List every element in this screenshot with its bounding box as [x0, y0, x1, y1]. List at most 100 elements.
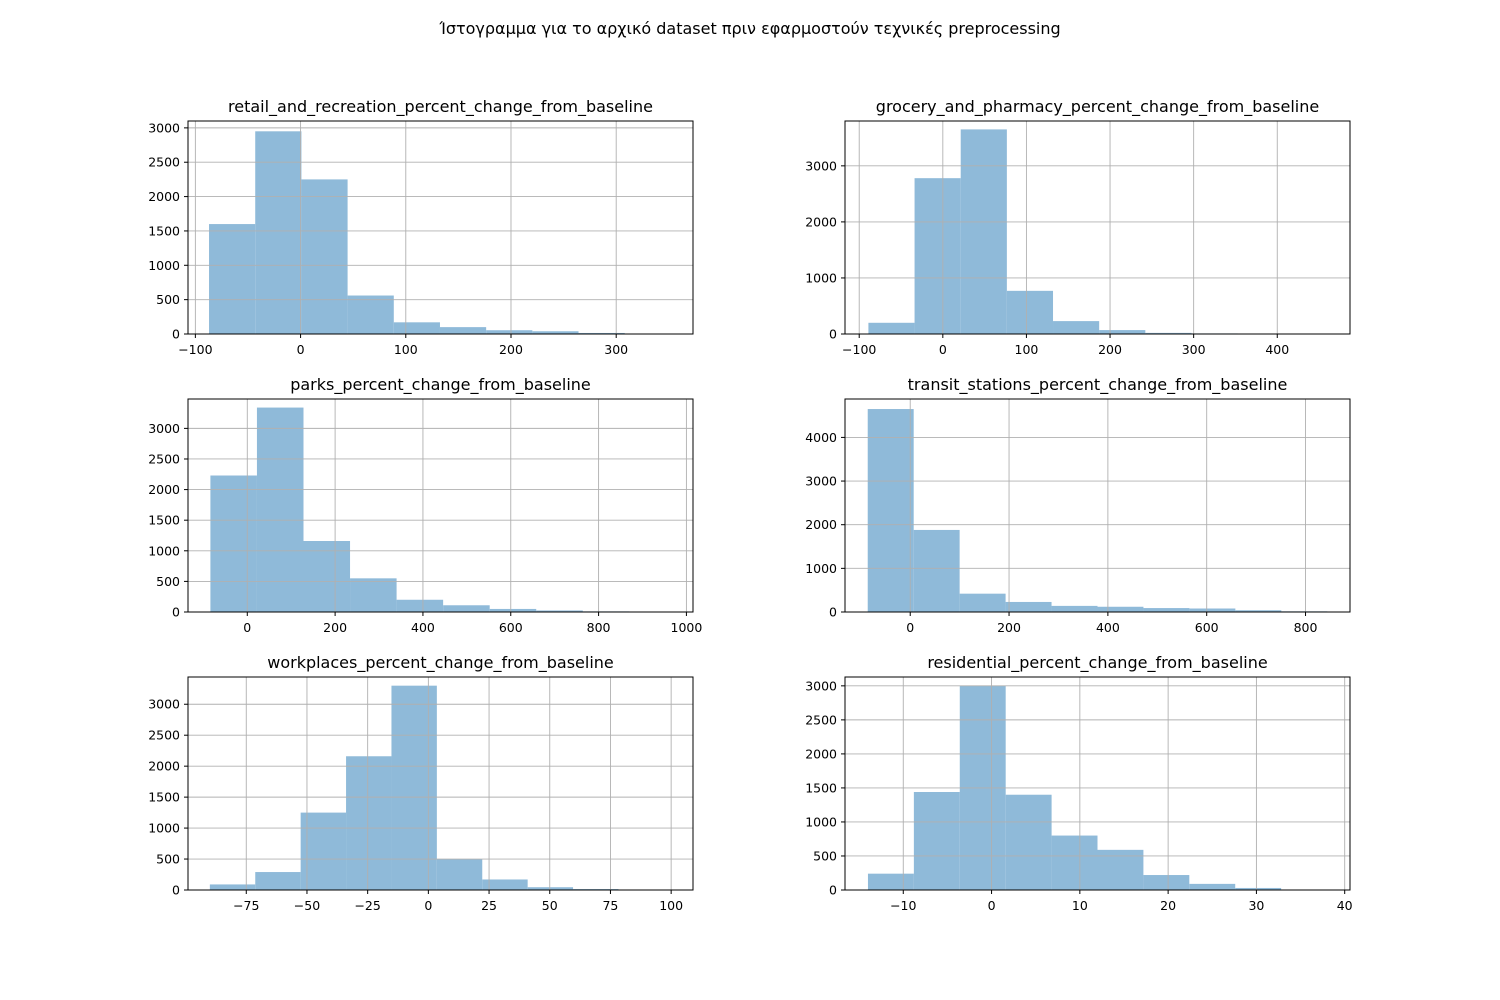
histogram-bar — [960, 129, 1007, 334]
histogram-bar — [393, 322, 440, 334]
plot-frame — [187, 398, 694, 613]
x-tick-label: −100 — [178, 342, 212, 357]
histogram-bar — [867, 409, 914, 612]
x-tick-label: −25 — [354, 898, 380, 913]
panel-title: retail_and_recreation_percent_change_fro… — [228, 97, 653, 117]
x-tick-label: 100 — [1015, 342, 1039, 357]
histogram-bar — [532, 331, 579, 334]
x-tick-label: −50 — [294, 898, 320, 913]
plot-frame — [844, 676, 1351, 891]
histogram-bar — [489, 608, 537, 612]
histogram-bar — [1097, 606, 1144, 612]
x-tick-label: 200 — [323, 620, 347, 635]
x-tick-label: 20 — [1160, 898, 1176, 913]
y-tick-label: 2500 — [148, 155, 180, 170]
x-tick-label: −10 — [890, 898, 916, 913]
histogram-panel: −100 0 100 200 300050010001500200025003000re… — [148, 97, 694, 357]
y-tick-label: 0 — [829, 883, 837, 898]
y-tick-label: 0 — [172, 605, 180, 620]
histogram-panel: 0 200 400 600 800 1000 0 500 1000 1500 2000 2500 300… — [148, 375, 702, 635]
y-tick-label: 1500 — [805, 780, 837, 795]
histogram-bar — [482, 879, 528, 890]
y-tick-label: 3000 — [148, 421, 180, 436]
x-tick-label: 300 — [1182, 342, 1206, 357]
y-tick-label: 0 — [829, 327, 837, 342]
histogram-bar — [578, 332, 625, 334]
x-tick-label: −75 — [233, 898, 259, 913]
y-tick-label: 1000 — [805, 270, 837, 285]
x-tick-label: 100 — [659, 898, 683, 913]
x-tick-label: 0 — [424, 898, 432, 913]
histogram-bar — [1053, 321, 1100, 334]
x-tick-label: 300 — [604, 342, 628, 357]
x-tick-label: 1000 — [671, 620, 703, 635]
histogram-bar — [1005, 601, 1052, 612]
x-tick-label: 200 — [1098, 342, 1122, 357]
y-tick-label: 2000 — [148, 482, 180, 497]
y-tick-label: 1500 — [148, 513, 180, 528]
histogram-bar — [913, 529, 960, 612]
x-tick-label: 200 — [499, 342, 523, 357]
histogram-bar — [350, 578, 397, 612]
histogram-bar — [210, 475, 257, 612]
histogram-bar — [1099, 330, 1146, 334]
histogram-bar — [1235, 887, 1282, 890]
histogram-bar — [1145, 332, 1192, 334]
y-tick-label: 1000 — [148, 543, 180, 558]
y-tick-label: 2000 — [805, 746, 837, 761]
x-tick-label: 10 — [1072, 898, 1088, 913]
histogram-bar — [391, 685, 437, 890]
y-tick-label: 1000 — [148, 258, 180, 273]
histogram-bar — [1189, 883, 1236, 890]
x-tick-label: 0 — [906, 620, 914, 635]
y-tick-label: 1000 — [148, 821, 180, 836]
y-tick-label: 500 — [813, 848, 837, 863]
y-tick-label: 2000 — [148, 759, 180, 774]
x-tick-label: 0 — [988, 898, 996, 913]
histogram-bar — [868, 322, 915, 334]
histogram-bar — [255, 872, 301, 890]
y-tick-label: 0 — [829, 605, 837, 620]
x-tick-label: 800 — [587, 620, 611, 635]
x-tick-label: 30 — [1248, 898, 1264, 913]
histogram-bar — [1051, 605, 1098, 612]
histogram-bar — [1006, 290, 1054, 334]
histogram-bar — [436, 859, 483, 890]
y-tick-label: 1000 — [805, 814, 837, 829]
histogram-bar — [1005, 794, 1052, 890]
y-tick-label: 3000 — [805, 678, 837, 693]
plot-frame — [187, 120, 694, 335]
histogram-bar — [209, 884, 256, 890]
y-tick-label: 500 — [156, 292, 180, 307]
histogram-bar — [914, 178, 961, 334]
histogram-bar — [209, 224, 256, 334]
histogram-bar — [536, 610, 583, 612]
histogram-panel: −100 0 100 200 300 400 0 1000 2000 3000 grocery_an… — [805, 97, 1351, 357]
histogram-bar — [396, 599, 444, 612]
x-tick-label: 600 — [1195, 620, 1219, 635]
panel-title: residential_percent_change_from_baseline — [927, 653, 1267, 673]
y-tick-label: 2500 — [148, 451, 180, 466]
y-tick-label: 3000 — [805, 158, 837, 173]
histogram-panel: −10 0 10 20 30 40 0 500 1000 1500 2000 2500 3000 resi… — [805, 653, 1353, 913]
histogram-bar — [486, 330, 533, 334]
histogram-bar — [300, 812, 347, 890]
x-tick-label: 200 — [997, 620, 1021, 635]
y-tick-label: 3000 — [148, 120, 180, 135]
y-tick-label: 2500 — [805, 712, 837, 727]
y-tick-label: 2000 — [805, 517, 837, 532]
histogram-bar — [527, 887, 574, 890]
panel-title: workplaces_percent_change_from_baseline — [267, 653, 614, 673]
histogram-bar — [913, 792, 960, 890]
x-tick-label: 50 — [542, 898, 558, 913]
histogram-bar — [256, 407, 304, 612]
x-tick-label: 0 — [243, 620, 251, 635]
plot-frame — [844, 398, 1351, 613]
y-tick-label: 0 — [172, 883, 180, 898]
x-tick-label: 400 — [1096, 620, 1120, 635]
histogram-panel: 0 200 400 600 800 0 1000 2000 3000 4000 transit_st… — [805, 375, 1351, 635]
y-tick-label: 1500 — [148, 790, 180, 805]
y-tick-label: 3000 — [805, 474, 837, 489]
y-tick-label: 1500 — [148, 223, 180, 238]
